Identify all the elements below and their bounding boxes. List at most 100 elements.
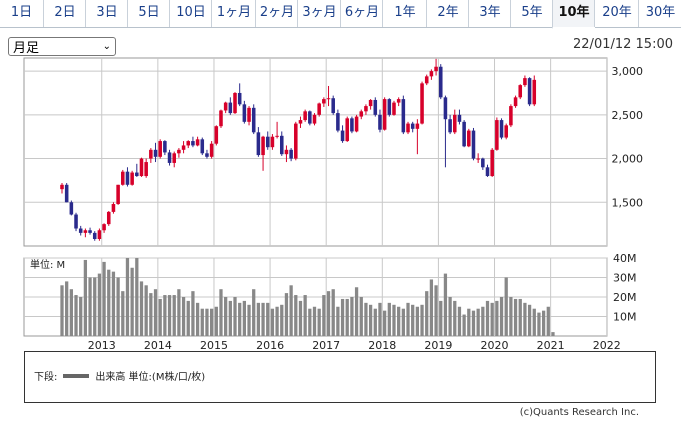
volume-bar <box>523 302 527 336</box>
volume-tick-label: 30M <box>613 272 637 285</box>
tab-12[interactable]: 5年 <box>510 0 553 27</box>
candle-body <box>532 79 537 105</box>
candle-body <box>242 104 247 122</box>
volume-bar <box>303 295 307 336</box>
volume-tick-label: 10M <box>613 311 637 324</box>
tab-10[interactable]: 2年 <box>426 0 469 27</box>
tab-13[interactable]: 10年 <box>552 0 595 29</box>
volume-bar <box>373 308 377 336</box>
volume-bar <box>158 298 162 336</box>
volume-bar <box>546 306 550 336</box>
tab-15[interactable]: 30年 <box>638 0 681 27</box>
candle-body <box>373 99 378 115</box>
tab-7[interactable]: 3ヶ月 <box>297 0 341 27</box>
candle-body <box>467 130 471 147</box>
volume-bar <box>79 297 83 336</box>
volume-bar <box>350 297 354 336</box>
tab-14[interactable]: 20年 <box>594 0 639 27</box>
candle-body <box>513 97 518 107</box>
candle-body <box>149 149 153 159</box>
tab-2[interactable]: 3日 <box>85 0 128 27</box>
candle-body <box>102 224 106 231</box>
candle-body <box>177 149 181 154</box>
tab-1[interactable]: 2日 <box>43 0 86 27</box>
candle-body <box>410 123 415 129</box>
volume-bar <box>415 306 420 336</box>
volume-bar <box>65 281 69 336</box>
volume-bar <box>364 302 368 336</box>
candle-body <box>158 141 162 157</box>
tab-6[interactable]: 2ヶ月 <box>255 0 298 27</box>
candle-body <box>336 113 340 131</box>
volume-bar <box>205 308 209 336</box>
candle-body <box>504 125 508 138</box>
volume-bar <box>354 287 359 336</box>
candle-body <box>420 83 424 124</box>
volume-bar <box>527 304 532 336</box>
period-select[interactable]: 月足 ⌄ <box>8 37 116 56</box>
candle-body <box>485 167 490 177</box>
volume-bar <box>256 302 261 336</box>
volume-bar <box>312 306 317 336</box>
volume-bar <box>125 258 130 336</box>
volume-bar <box>345 298 349 336</box>
candle-body <box>312 114 317 124</box>
credit: (c)Quants Research Inc. <box>519 407 639 418</box>
volume-bar <box>532 308 536 336</box>
volume-bar <box>167 295 172 336</box>
candle-body <box>167 152 172 163</box>
candle-body <box>406 123 410 133</box>
year-tick-label: 2017 <box>312 339 340 352</box>
candle-body <box>457 114 462 122</box>
candle-body <box>181 145 186 150</box>
volume-bar <box>280 304 284 336</box>
volume-bar <box>406 302 410 336</box>
candle-body <box>153 149 158 157</box>
legend-prefix: 下段: <box>34 372 58 383</box>
candle-body <box>74 214 78 229</box>
tab-8[interactable]: 6ヶ月 <box>340 0 383 27</box>
tab-3[interactable]: 5日 <box>127 0 170 27</box>
volume-bar <box>74 295 78 336</box>
candle-body <box>523 78 527 86</box>
price-tick-label: 1,500 <box>612 196 644 209</box>
volume-bar <box>200 308 204 336</box>
volume-bar <box>107 269 111 336</box>
volume-bar <box>326 291 331 336</box>
volume-bar <box>195 302 200 336</box>
volume-bar <box>60 285 64 336</box>
volume-bar <box>499 297 504 336</box>
volume-bar <box>102 261 106 336</box>
candle-body <box>251 107 256 133</box>
candle-body <box>88 230 92 233</box>
candle-body <box>265 136 270 148</box>
tab-0[interactable]: 1日 <box>10 5 33 20</box>
year-tick-label: 2013 <box>88 339 116 352</box>
candle-body <box>518 85 523 98</box>
candle-body <box>228 102 233 114</box>
candle-body <box>247 107 251 122</box>
volume-bar <box>476 308 480 336</box>
tab-9[interactable]: 1年 <box>382 0 427 27</box>
candle-body <box>345 118 350 142</box>
candle-body <box>97 230 102 240</box>
candle-body <box>429 71 434 77</box>
legend-box: 下段: 出来高 単位:(M株/口/枚) <box>24 351 656 403</box>
volume-bar <box>224 297 228 336</box>
candle-body <box>83 230 88 233</box>
tab-11[interactable]: 3年 <box>468 0 511 27</box>
tab-5[interactable]: 1ヶ月 <box>211 0 256 27</box>
volume-bar <box>481 306 485 336</box>
volume-bar <box>209 308 214 336</box>
volume-bar <box>551 332 555 336</box>
price-tick-label: 2,500 <box>612 109 644 122</box>
volume-tick-label: 20M <box>613 291 637 304</box>
candle-body <box>219 110 223 127</box>
price-tick-label: 2,000 <box>612 153 644 166</box>
year-tick-label: 2022 <box>593 339 621 352</box>
candle-body <box>308 111 312 124</box>
tab-4[interactable]: 10日 <box>169 0 212 27</box>
candle-body <box>289 149 293 159</box>
volume-tick-label: 40M <box>613 252 637 265</box>
